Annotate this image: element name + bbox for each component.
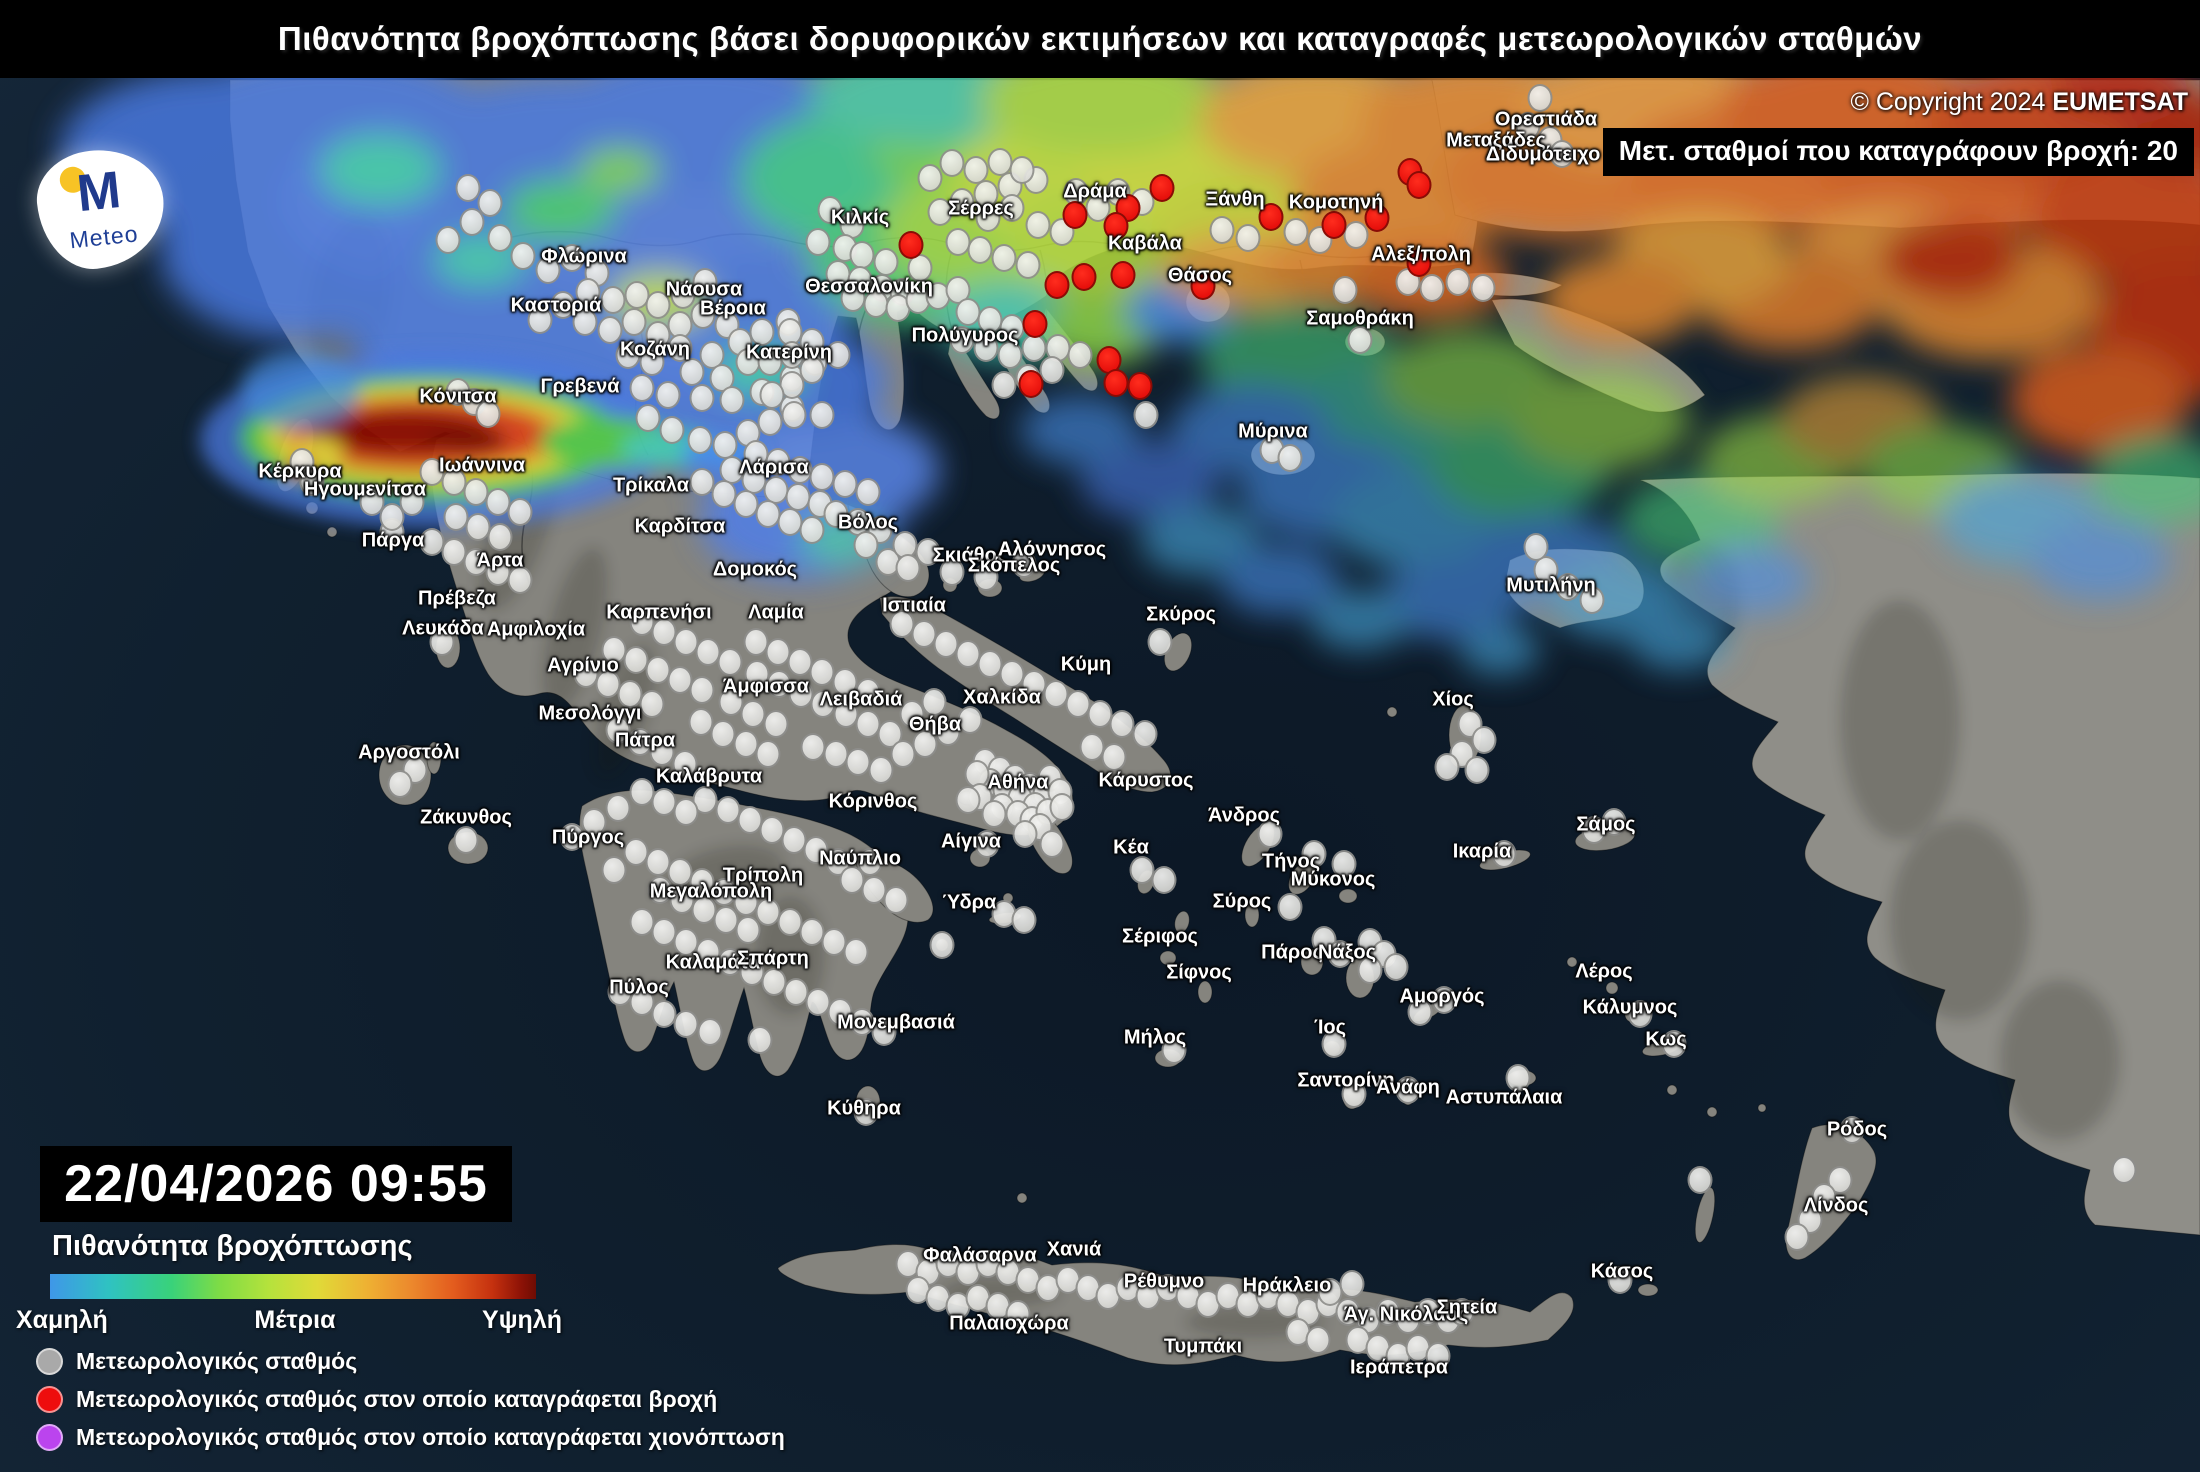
logo-wordmark: Meteo [68,219,140,253]
legend-item-rain-station: Μετεωρολογικός σταθμός στον οποίο καταγρ… [36,1386,785,1413]
copyright-text: © Copyright 2024 [1850,88,2053,116]
scale-label-mid: Μέτρια [254,1306,336,1334]
legend-item-label: Μετεωρολογικός σταθμός στον οποίο καταγρ… [76,1386,718,1412]
title-bar: Πιθανότητα βροχόπτωσης βάσει δορυφορικών… [0,0,2200,78]
timestamp: 22/04/2026 09:55 [64,1155,488,1213]
copyright-notice: © Copyright 2024 EUMETSAT [1850,88,2188,117]
legend-item-station: Μετεωρολογικός σταθμός [36,1348,785,1375]
legend-item-label: Μετεωρολογικός σταθμός [76,1348,358,1374]
gray-station-icon [36,1348,63,1375]
legend-items: Μετεωρολογικός σταθμός Μετεωρολογικός στ… [36,1348,785,1451]
timestamp-box: 22/04/2026 09:55 [40,1146,512,1222]
legend-item-label: Μετεωρολογικός σταθμός στον οποίο καταγρ… [76,1424,785,1450]
legend-title: Πιθανότητα βροχόπτωσης [52,1230,413,1262]
probability-gradient-bar [50,1274,536,1299]
purple-station-icon [36,1424,63,1451]
meteo-logo-mark: M [57,160,142,224]
raining-stations-badge: Μετ. σταθμοί που καταγράφουν βροχή: 20 [1602,128,2194,176]
legend-scale-labels: Χαμηλή Μέτρια Υψηλή [16,1306,562,1335]
page-title: Πιθανότητα βροχόπτωσης βάσει δορυφορικών… [277,20,1923,57]
raining-stations-count: Μετ. σταθμοί που καταγράφουν βροχή: 20 [1618,135,2178,166]
copyright-brand: EUMETSAT [2052,88,2188,116]
scale-label-high: Υψηλή [482,1306,562,1334]
red-station-icon [36,1386,63,1413]
scale-label-low: Χαμηλή [16,1306,108,1334]
logo-letter: M [74,160,124,223]
legend-item-snow-station: Μετεωρολογικός σταθμός στον οποίο καταγρ… [36,1424,785,1451]
